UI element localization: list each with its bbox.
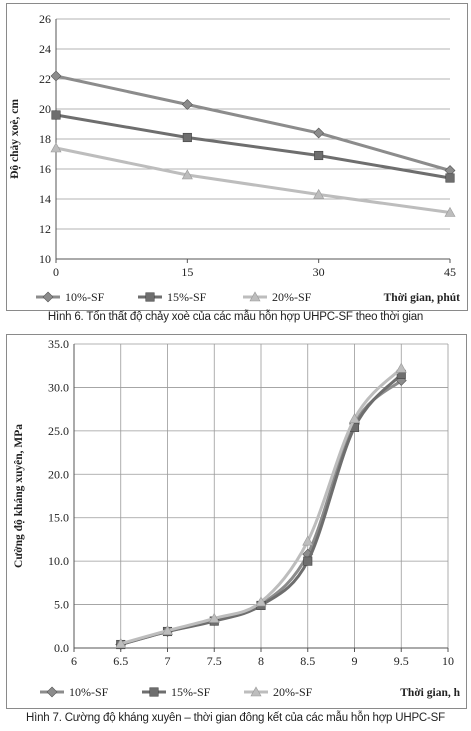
data-point-triangle — [255, 596, 267, 607]
x-tick-label: 15 — [181, 265, 193, 279]
data-point-triangle — [444, 206, 456, 217]
y-tick-label: 12 — [39, 222, 51, 236]
data-point-diamond — [46, 686, 58, 698]
legend-label: 10%-SF — [65, 290, 105, 304]
y-tick-label: 5.0 — [54, 598, 69, 612]
x-tick-label: 10 — [442, 654, 454, 668]
x-tick-label: 7 — [165, 654, 171, 668]
x-tick-label: 30 — [313, 265, 325, 279]
legend-label: 15%-SF — [167, 290, 207, 304]
y-tick-label: 15.0 — [48, 511, 69, 525]
x-tick-label: 7.5 — [207, 654, 222, 668]
data-point-triangle — [208, 612, 220, 623]
data-point-triangle — [348, 413, 361, 423]
y-tick-label: 25.0 — [48, 424, 69, 438]
y-tick-label: 24 — [39, 42, 51, 56]
y-tick-label: 10.0 — [48, 554, 69, 568]
data-point-diamond — [313, 127, 325, 139]
x-tick-label: 0 — [53, 265, 59, 279]
y-tick-label: 35.0 — [48, 337, 69, 351]
data-point-diamond — [50, 70, 62, 82]
legend-label: 15%-SF — [171, 685, 211, 699]
y-axis-title: Độ chảy xoè, cm — [9, 99, 21, 179]
data-point-square — [303, 556, 313, 566]
x-tick-label: 8 — [258, 654, 264, 668]
y-tick-label: 14 — [39, 192, 51, 206]
y-tick-label: 22 — [39, 72, 51, 86]
data-point-square — [182, 132, 192, 143]
x-tick-label: 6 — [71, 654, 77, 668]
series-line-15%-SF — [55, 113, 451, 180]
data-point-square — [314, 150, 324, 161]
data-point-square — [149, 687, 159, 697]
y-tick-label: 20.0 — [48, 467, 69, 481]
x-tick-label: 9.5 — [394, 654, 409, 668]
figure-6: 10 12 14 16 18 20 22 24 26 0 15 30 45 Độ chảy xoè, cm… — [0, 0, 471, 325]
x-tick-label: 8.5 — [300, 654, 315, 668]
y-tick-label: 30.0 — [48, 380, 69, 394]
data-point-triangle — [50, 142, 62, 153]
data-point-triangle — [115, 638, 127, 648]
y-tick-label: 20 — [39, 102, 51, 116]
legend-label: 20%-SF — [273, 685, 313, 699]
data-point-triangle — [313, 188, 325, 199]
y-tick-label: 18 — [39, 132, 51, 146]
penetration-resistance-chart: 0.0 5.0 10.0 15.0 20.0 25.0 30.0 35.0 6 6.5 7 7.5 8 8… — [13, 337, 461, 699]
chart-frame — [6, 334, 467, 709]
series-line-20%-SF — [55, 146, 451, 214]
y-tick-label: 16 — [39, 162, 51, 176]
y-tick-label: 0.0 — [54, 641, 69, 655]
data-point-triangle — [249, 291, 261, 302]
series-line-10%-SF — [55, 74, 451, 172]
x-tick-label: 45 — [444, 265, 456, 279]
legend-label: 10%-SF — [69, 685, 109, 699]
slump-flow-chart: 10 12 14 16 18 20 22 24 26 0 15 30 45 Độ chảy xoè, cm… — [9, 12, 461, 304]
figure-caption: Hình 6. Tổn thất độ chảy xoè của các mẫu… — [47, 311, 424, 323]
data-point-diamond — [42, 291, 54, 303]
data-point-triangle — [302, 535, 314, 546]
y-tick-label: 26 — [39, 12, 51, 26]
figure-7: 0.0 5.0 10.0 15.0 20.0 25.0 30.0 35.0 6 6.5 7 7.5 8 8… — [0, 330, 471, 731]
x-axis-title: Thời gian, h — [400, 687, 460, 699]
data-point-triangle — [181, 169, 193, 180]
legend-label: 20%-SF — [272, 290, 312, 304]
data-point-square — [51, 110, 61, 120]
y-axis-title: Cường độ kháng xuyên, MPa — [13, 424, 25, 568]
data-point-triangle — [395, 362, 407, 373]
y-tick-label: 10 — [39, 252, 51, 266]
data-point-triangle — [250, 686, 262, 697]
data-point-diamond — [181, 99, 193, 110]
data-point-triangle — [161, 625, 174, 635]
x-tick-label: 9 — [352, 654, 358, 668]
figure-caption: Hình 7. Cường độ kháng xuyên – thời gian… — [26, 712, 445, 724]
chart-frame — [6, 3, 468, 311]
data-point-square — [145, 292, 155, 302]
x-axis-title: Thời gian, phút — [384, 292, 461, 304]
x-tick-label: 6.5 — [113, 654, 128, 668]
data-point-square — [445, 173, 455, 183]
